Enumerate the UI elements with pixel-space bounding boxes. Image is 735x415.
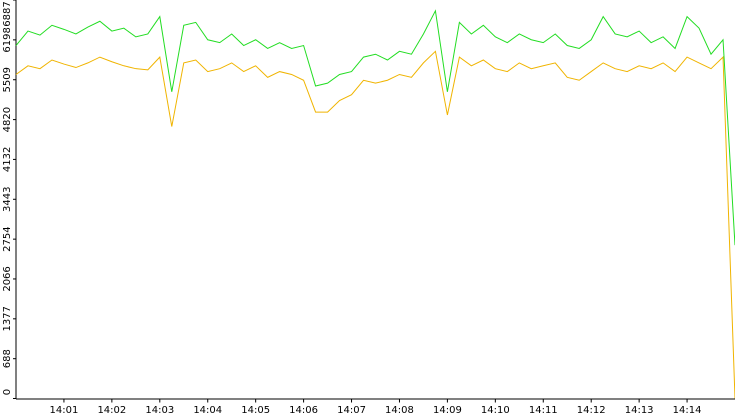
y-tick-label: 4132 bbox=[2, 147, 13, 172]
x-tick-label: 14:08 bbox=[385, 405, 414, 415]
y-tick-label: 6198 bbox=[2, 27, 13, 52]
series-line bbox=[15, 50, 735, 399]
x-tick-label: 14:04 bbox=[193, 405, 222, 415]
y-tick-label: 4820 bbox=[2, 107, 13, 132]
x-tick-label: 14:07 bbox=[337, 405, 366, 415]
x-tick-label: 14:12 bbox=[577, 405, 606, 415]
x-tick-label: 14:05 bbox=[241, 405, 270, 415]
series-line bbox=[15, 9, 735, 246]
y-tick-label: 3443 bbox=[2, 187, 13, 212]
x-tick-label: 14:03 bbox=[145, 405, 174, 415]
x-tick-label: 14:11 bbox=[529, 405, 558, 415]
x-tick-label: 14:14 bbox=[673, 405, 702, 415]
x-tick-label: 14:13 bbox=[625, 405, 654, 415]
x-tick-label: 14:06 bbox=[289, 405, 318, 415]
y-tick-label: 1377 bbox=[2, 306, 13, 331]
y-tick-label: 0 bbox=[2, 389, 13, 395]
x-tick-label: 14:01 bbox=[50, 405, 79, 415]
x-tick-label: 14:10 bbox=[481, 405, 510, 415]
y-tick-label: 5509 bbox=[2, 67, 13, 92]
x-tick-label: 14:09 bbox=[433, 405, 462, 415]
x-tick-label: 14:02 bbox=[97, 405, 126, 415]
y-tick-label: 2066 bbox=[2, 266, 13, 291]
y-tick-label: 6887 bbox=[2, 1, 13, 26]
y-tick-label: 2754 bbox=[2, 226, 13, 251]
y-tick-label: 688 bbox=[2, 349, 13, 368]
